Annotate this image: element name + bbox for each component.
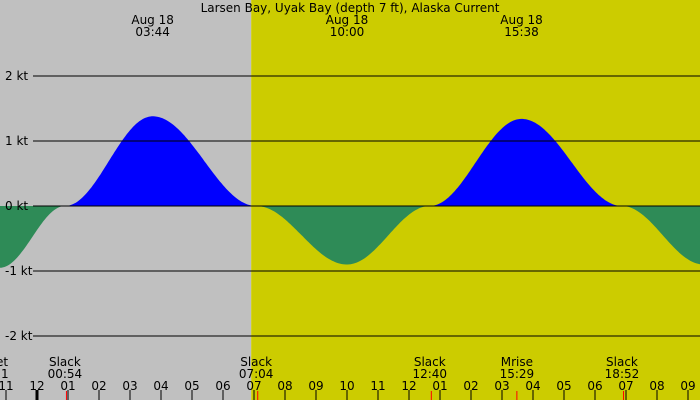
extremum-time: 15:38 [504, 25, 539, 39]
current-areas [0, 116, 700, 268]
extremum-date: Aug 18 [326, 13, 369, 27]
event-label: et [0, 355, 8, 369]
ebb-area [622, 206, 700, 265]
flood-area [64, 116, 257, 206]
hour-tick-label: 11 [370, 379, 385, 393]
y-tick-label: -2 kt [5, 329, 33, 343]
hour-tick-label: 09 [680, 379, 695, 393]
event-time: 00:54 [48, 367, 83, 381]
hour-tick-label: 05 [184, 379, 199, 393]
chart-title: Larsen Bay, Uyak Bay (depth 7 ft), Alask… [201, 1, 500, 15]
hour-tick-label: 11 [0, 379, 14, 393]
y-tick-label: 2 kt [5, 69, 28, 83]
event-label: Slack [414, 355, 446, 369]
hour-tick-label: 08 [649, 379, 664, 393]
event-time: 18:52 [605, 367, 640, 381]
event-label: Slack [49, 355, 81, 369]
extremum-date: Aug 18 [500, 13, 543, 27]
hour-tick-label: 03 [494, 379, 509, 393]
event-time: 12:40 [412, 367, 447, 381]
hour-tick-label: 03 [122, 379, 137, 393]
hour-tick-label: 01 [432, 379, 447, 393]
event-labels: et1Slack00:54Slack07:04Slack12:40Mrise15… [0, 355, 639, 381]
y-tick-label: 0 kt [5, 199, 28, 213]
hour-tick-label: 06 [215, 379, 230, 393]
hour-tick-label: 06 [587, 379, 602, 393]
hour-tick-label: 12 [401, 379, 416, 393]
y-tick-label: 1 kt [5, 134, 28, 148]
hour-tick-label: 12 [29, 379, 44, 393]
event-time: 15:29 [500, 367, 535, 381]
event-label: Slack [240, 355, 272, 369]
hour-tick-label: 09 [308, 379, 323, 393]
hour-tick-label: 04 [525, 379, 540, 393]
extremum-date: Aug 18 [131, 13, 174, 27]
event-label: Mrise [501, 355, 533, 369]
hour-tick-label: 07 [246, 379, 261, 393]
hour-tick-label: 05 [556, 379, 571, 393]
event-time: 1 [1, 367, 9, 381]
hour-tick-label: 01 [60, 379, 75, 393]
x-axis: 11 12 01 02 03 04 05 06 07 08 09 10 11 12 01 02 03 04 05 06… [0, 379, 696, 400]
event-label: Slack [606, 355, 638, 369]
hour-tick-label: 07 [618, 379, 633, 393]
gridlines: 2 kt 1 kt 0 kt -1 kt -2 kt [5, 69, 700, 343]
y-tick-label: -1 kt [5, 264, 33, 278]
extremum-time: 03:44 [135, 25, 170, 39]
hour-tick-label: 02 [91, 379, 106, 393]
ebb-area [0, 206, 65, 268]
flood-area [429, 118, 622, 206]
hour-tick-label: 08 [277, 379, 292, 393]
hour-tick-label: 02 [463, 379, 478, 393]
hour-tick-label: 10 [339, 379, 354, 393]
event-time: 07:04 [239, 367, 274, 381]
extremum-time: 10:00 [330, 25, 365, 39]
ebb-area [256, 206, 430, 265]
hour-tick-label: 04 [153, 379, 168, 393]
